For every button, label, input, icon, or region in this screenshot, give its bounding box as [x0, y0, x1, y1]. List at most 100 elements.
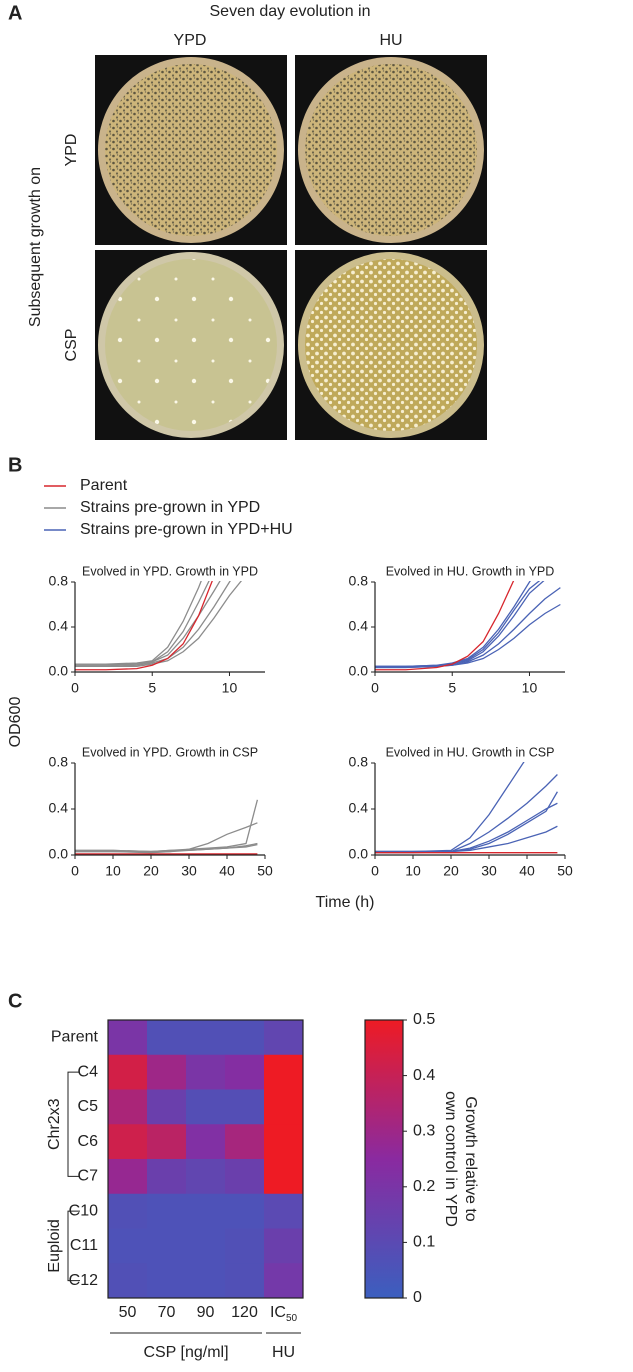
- heatmap-cell: [108, 1228, 148, 1264]
- y-tick-label: 0.0: [49, 663, 69, 679]
- heatmap-cell: [108, 1054, 148, 1090]
- x-tick-label: 5: [448, 680, 456, 696]
- x-tick-label: 10: [222, 680, 238, 696]
- heatmap-cell: [147, 1124, 187, 1160]
- chart-title: Evolved in HU. Growth in CSP: [386, 745, 555, 759]
- data-line: [75, 581, 213, 671]
- column-label: HU: [379, 32, 402, 49]
- heatmap-cell: [225, 1054, 265, 1090]
- column-label-text: IC: [270, 1304, 286, 1321]
- x-tick-label: 30: [481, 863, 497, 879]
- data-line: [375, 762, 525, 853]
- heatmap-cell: [147, 1228, 187, 1264]
- x-tick-label: 50: [257, 863, 273, 879]
- y-tick-label: 0.0: [349, 846, 369, 862]
- legend-label: Parent: [80, 477, 128, 494]
- y-axis-title: OD600: [7, 697, 24, 748]
- plate-photo: [295, 250, 487, 440]
- heatmap-cell: [186, 1089, 226, 1125]
- x-tick-label: 40: [519, 863, 535, 879]
- heatmap-cell: [264, 1159, 304, 1195]
- colorbar-label: own control in YPD: [442, 1091, 459, 1227]
- colorbar-tick-label: 0.4: [413, 1067, 435, 1084]
- legend-label: Strains pre-grown in YPD+HU: [80, 521, 293, 538]
- colorbar-tick-label: 0.2: [413, 1178, 435, 1195]
- data-line: [75, 844, 258, 854]
- legend-label: Strains pre-grown in YPD: [80, 499, 260, 516]
- plate-photo: [95, 250, 287, 440]
- y-tick-label: 0.4: [49, 618, 69, 634]
- heatmap-cell: [225, 1159, 265, 1195]
- x-tick-label: 0: [371, 863, 379, 879]
- heatmap-cell: [225, 1089, 265, 1125]
- data-line: [75, 799, 259, 853]
- data-line: [375, 581, 515, 671]
- y-tick-label: 0.8: [349, 754, 369, 770]
- plate-photo: [95, 55, 287, 245]
- heatmap-cell: [147, 1054, 187, 1090]
- heatmap-cell: [225, 1020, 265, 1056]
- column-label: 70: [158, 1304, 176, 1321]
- heatmap-cell: [186, 1193, 226, 1229]
- y-tick-label: 0.4: [349, 618, 369, 634]
- heatmap-cell: [147, 1089, 187, 1125]
- data-line: [75, 581, 210, 665]
- data-line: [375, 825, 558, 853]
- heatmap-cell: [225, 1193, 265, 1229]
- heatmap-cell: [147, 1263, 187, 1299]
- y-tick-label: 0.4: [349, 800, 369, 816]
- heatmap-cell: [186, 1159, 226, 1195]
- heatmap-cell: [186, 1020, 226, 1056]
- x-tick-label: 10: [522, 680, 538, 696]
- x-tick-label: 20: [143, 863, 159, 879]
- chart-title: Evolved in HU. Growth in YPD: [386, 564, 555, 578]
- heatmap-cell: [186, 1263, 226, 1299]
- y-tick-label: 0.0: [49, 846, 69, 862]
- data-line: [375, 581, 541, 668]
- data-line: [375, 603, 561, 669]
- heatmap-cell: [108, 1263, 148, 1299]
- colorbar-label: Growth relative to: [462, 1096, 479, 1221]
- row-group-label: Chr2x3: [46, 1098, 63, 1150]
- data-line: [75, 581, 221, 666]
- x-tick-label: 20: [443, 863, 459, 879]
- heatmap-cell: [147, 1020, 187, 1056]
- heatmap-cell: [108, 1020, 148, 1056]
- chart-title: Evolved in YPD. Growth in YPD: [82, 564, 258, 578]
- heatmap-cell: [264, 1193, 304, 1229]
- heatmap-cell: [225, 1124, 265, 1160]
- plate-photo: [295, 55, 487, 245]
- row-group-label: Euploid: [46, 1219, 63, 1272]
- panel-label: C: [8, 990, 22, 1012]
- x-tick-label: 50: [557, 863, 573, 879]
- heatmap-cell: [186, 1054, 226, 1090]
- heatmap-frame: [107, 1019, 304, 1299]
- x-tick-label: 0: [71, 680, 79, 696]
- heatmap-cell: [147, 1159, 187, 1195]
- column-label-subscript: 50: [286, 1313, 298, 1324]
- panel-label: A: [8, 2, 22, 24]
- x-axis-title: Time (h): [316, 894, 375, 911]
- heatmap-cell: [264, 1124, 304, 1160]
- y-tick-label: 0.0: [349, 663, 369, 679]
- heatmap-cell: [225, 1263, 265, 1299]
- x-tick-label: 5: [148, 680, 156, 696]
- row-label: C7: [78, 1168, 99, 1185]
- heatmap-cell: [186, 1124, 226, 1160]
- column-label: 90: [197, 1304, 215, 1321]
- row-label: C12: [69, 1272, 98, 1289]
- heatmap-cell: [225, 1228, 265, 1264]
- chart-title: Evolved in YPD. Growth in CSP: [82, 745, 258, 759]
- row-label: C4: [78, 1063, 99, 1080]
- heatmap-cell: [264, 1020, 304, 1056]
- x-tick-label: 40: [219, 863, 235, 879]
- row-label: YPD: [63, 134, 80, 167]
- column-label: 50: [119, 1304, 137, 1321]
- group-bracket: [67, 1210, 80, 1282]
- column-label: IC50: [270, 1304, 298, 1323]
- heatmap-cell: [108, 1193, 148, 1229]
- x-tick-label: 0: [71, 863, 79, 879]
- x-tick-label: 10: [405, 863, 421, 879]
- heatmap-cell: [108, 1124, 148, 1160]
